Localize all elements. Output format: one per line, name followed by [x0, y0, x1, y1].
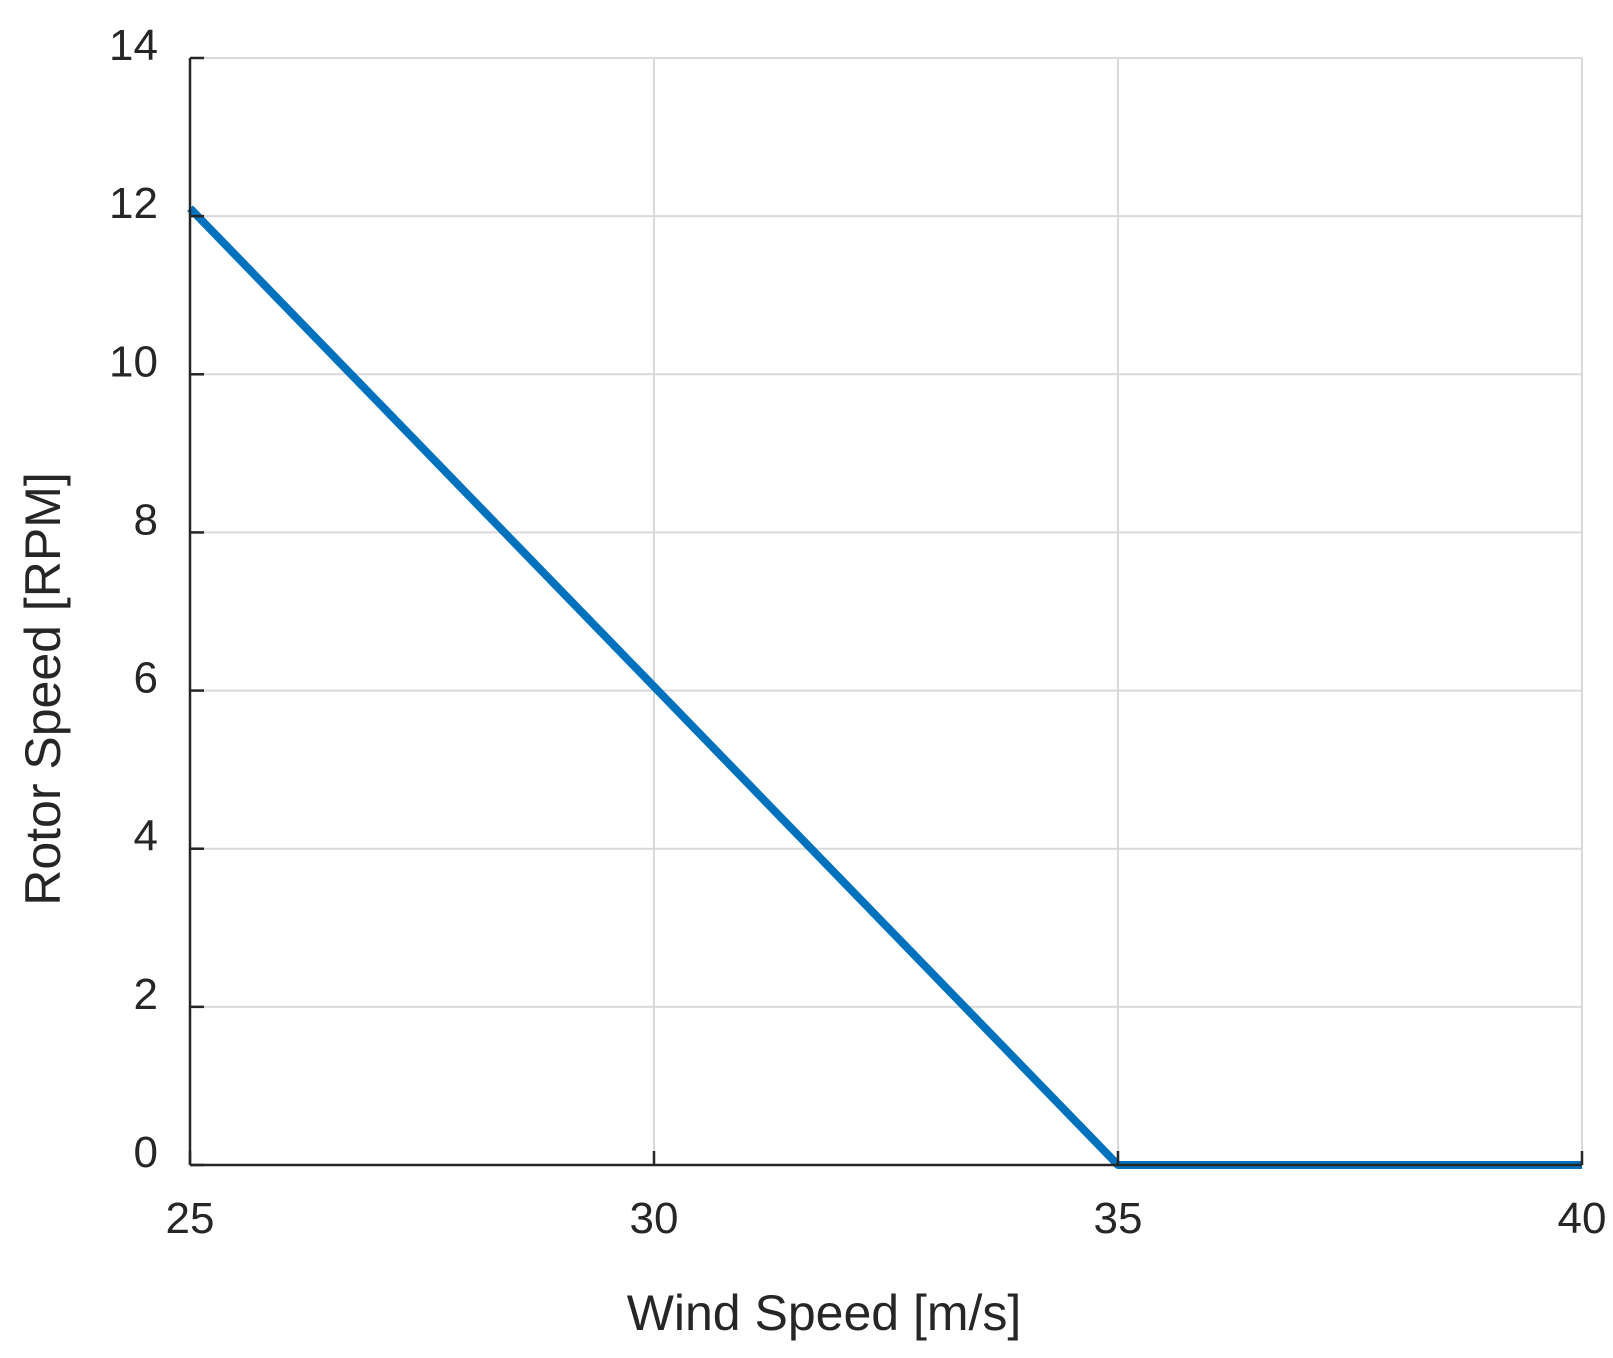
y-tick-label: 2 — [134, 970, 158, 1019]
x-tick-label: 25 — [166, 1194, 215, 1243]
x-tick-label: 35 — [1094, 1194, 1143, 1243]
grid — [190, 57, 1583, 1165]
x-axis-label: Wind Speed [m/s] — [627, 1285, 1022, 1341]
x-tick-label: 40 — [1558, 1194, 1607, 1243]
ticks: 25 30 35 40 0 2 4 6 8 10 12 14 — [109, 21, 1606, 1243]
y-tick-label: 8 — [134, 495, 158, 544]
y-tick-label: 12 — [109, 179, 158, 228]
axes — [188, 58, 1582, 1167]
series-layer — [187, 205, 1582, 1169]
data-series-line — [187, 205, 1582, 1169]
y-axis-label: Rotor Speed [RPM] — [15, 472, 71, 906]
y-tick-label: 14 — [109, 21, 158, 70]
x-tick-label: 30 — [630, 1194, 679, 1243]
y-tick-label: 4 — [134, 812, 158, 861]
y-tick-label: 10 — [109, 337, 158, 386]
y-tick-label: 0 — [134, 1128, 158, 1177]
y-tick-label: 6 — [134, 654, 158, 703]
